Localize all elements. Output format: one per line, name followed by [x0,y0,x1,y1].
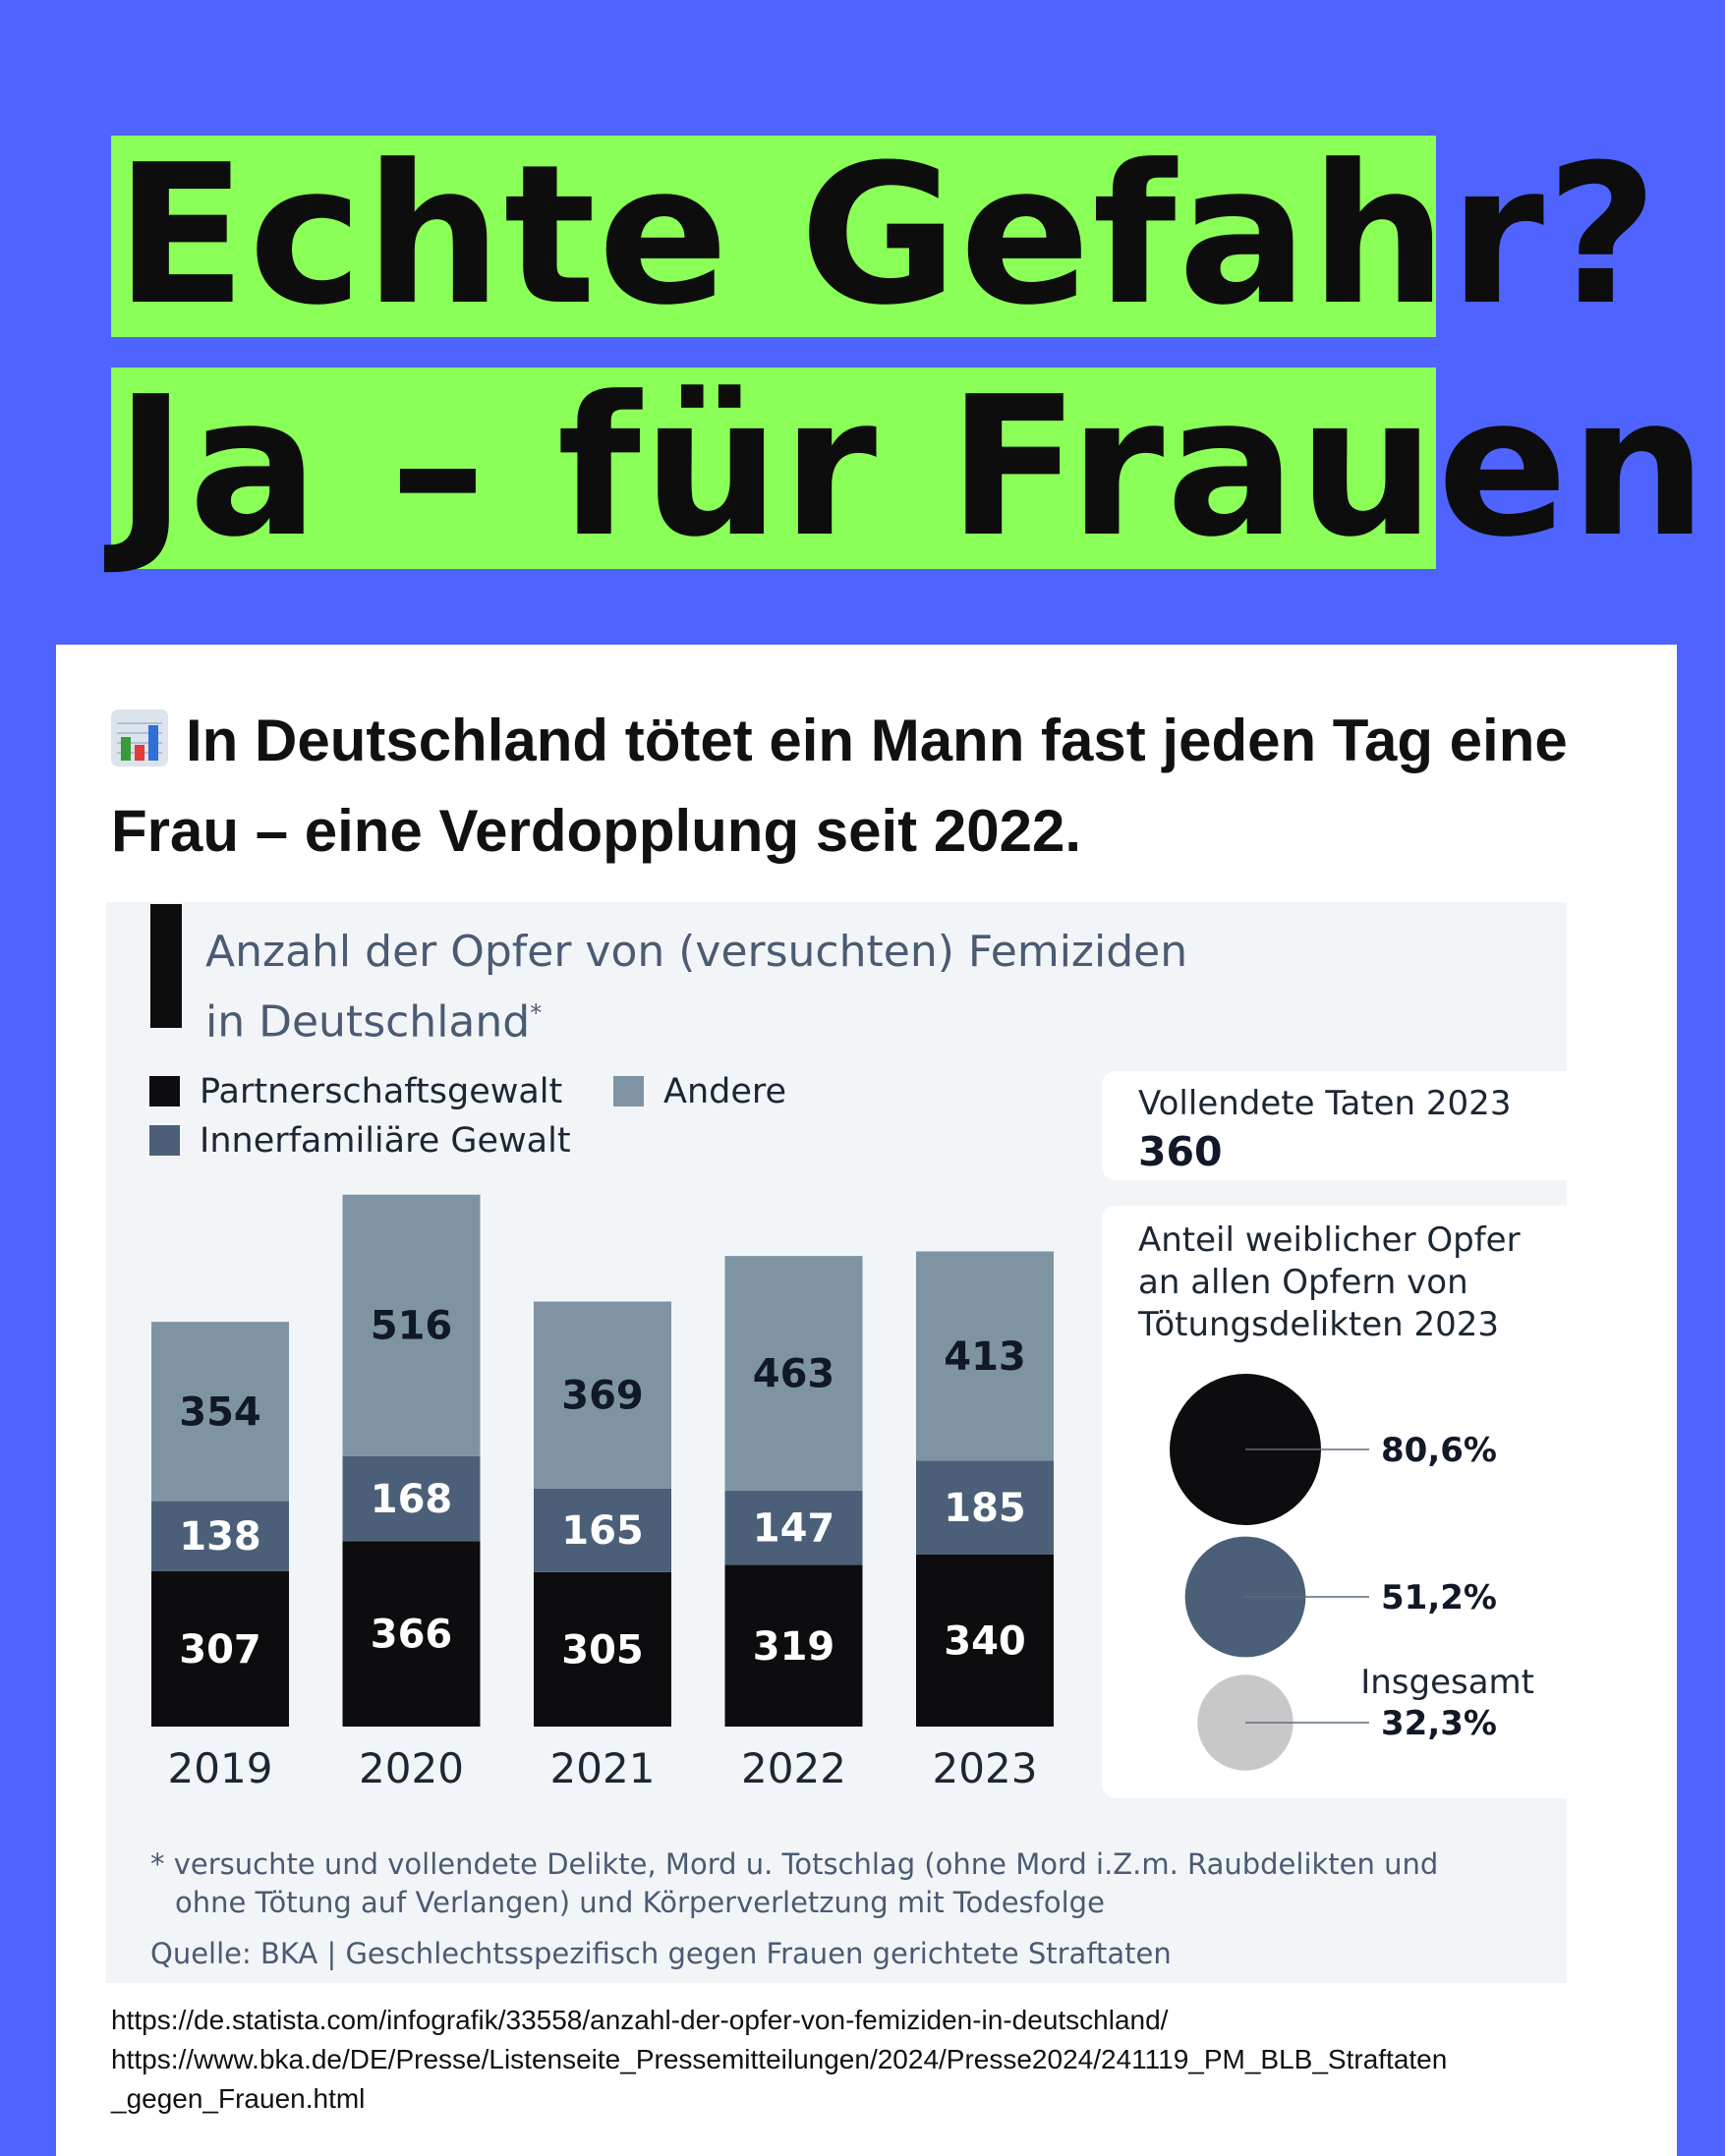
bar-segment-2021-3 [534,1301,671,1489]
stacked-bar-chart: 307 138 354 2019 366 168 516 2020 305 165 369 2021 3… [151,1194,1054,1792]
footnote: * versuchte und vollendete Delikte, Mord… [150,1845,1546,1922]
footnote-line-1: * versuchte und vollendete Delikte, Mord… [150,1847,1439,1881]
bar-segment-2019-1 [151,1570,289,1727]
source: Quelle: BKA | Geschlechtsspezifisch gege… [150,1937,1172,1970]
data-label-2019-2: 138 [179,1514,261,1560]
legend-swatch [149,1076,180,1106]
headline-text-1: Echte Gefahr? [115,124,1660,348]
chart-title: Anzahl der Opfer von (versuchten) Femizi… [205,922,1188,1053]
bar-segment-2023-3 [916,1251,1054,1461]
data-label-2022-1: 319 [753,1624,835,1670]
legend-item-partnerschaftsgewalt: Partnerschaftsgewalt [149,1069,562,1114]
data-label-2020-1: 366 [371,1613,453,1658]
link-bka-continued[interactable]: _gegen_Frauen.html [111,2083,366,2114]
x-tick-2019: 2019 [168,1744,273,1792]
bar-segment-2020-1 [342,1541,481,1727]
data-label-2023-1: 340 [944,1618,1026,1664]
share-label-3: Insgesamt [1360,1663,1534,1702]
x-tick-2023: 2023 [933,1744,1038,1792]
data-label-2019-3: 354 [179,1390,261,1435]
chart-title-line-2: in Deutschland [205,996,531,1048]
data-label-2021-3: 369 [561,1374,644,1419]
bar-chart-icon [111,709,168,766]
bar-segment-2022-3 [724,1256,863,1491]
completed-value: 360 [1138,1128,1223,1175]
data-label-2019-1: 307 [179,1627,261,1673]
data-label-2023-2: 185 [944,1486,1026,1531]
share-label-line-3: Tötungsdelikten 2023 [1138,1305,1500,1344]
data-label-2022-3: 463 [753,1351,835,1396]
completed-label: Vollendete Taten 2023 [1138,1084,1512,1123]
footnote-line-2: ohne Tötung auf Verlangen) und Körperver… [175,1886,1105,1919]
share-value-2: 51,2% [1381,1578,1497,1617]
data-label-2020-2: 168 [371,1477,453,1522]
data-label-2021-1: 305 [561,1627,644,1673]
source-links: https://de.statista.com/infografik/33558… [111,2001,1664,2119]
chart-title-marker: * [530,999,543,1027]
title-accent-bar [150,904,182,1028]
share-value-1: 80,6% [1381,1431,1497,1470]
bar-segment-2021-1 [534,1571,671,1727]
bar-segment-2023-2 [916,1460,1054,1555]
headline-line-1: Echte Gefahr? [111,124,1660,348]
bar-segment-2023-1 [916,1554,1054,1727]
legend-swatch [149,1125,180,1156]
legend-swatch [613,1076,644,1106]
x-tick-2021: 2021 [550,1744,656,1792]
legend-label: Andere [663,1072,787,1111]
bar-segment-2022-1 [724,1564,863,1727]
intro-text: In Deutschland tötet ein Mann fast jeden… [111,696,1644,877]
bar-segment-2020-2 [342,1455,481,1542]
chart-title-line-1: Anzahl der Opfer von (versuchten) Femizi… [205,927,1188,977]
share-value-3: 32,3% [1381,1704,1497,1743]
intro-sentence: In Deutschland tötet ein Mann fast jeden… [111,708,1568,864]
link-bka[interactable]: https://www.bka.de/DE/Presse/Listenseite… [111,2044,1448,2074]
link-statista[interactable]: https://de.statista.com/infografik/33558… [111,2005,1169,2035]
x-tick-2022: 2022 [741,1744,846,1792]
data-label-2020-3: 516 [371,1304,453,1349]
legend-label: Partnerschaftsgewalt [200,1072,563,1111]
data-label-2021-2: 165 [561,1508,644,1554]
x-tick-2020: 2020 [359,1744,464,1792]
share-label: Anteil weiblicher Opfer an allen Opfern … [1138,1220,1521,1346]
share-panel: Anteil weiblicher Opfer an allen Opfern … [1102,1206,1567,1798]
bar-segment-2019-3 [151,1322,289,1502]
bar-segment-2022-2 [724,1490,863,1565]
infographic: Anzahl der Opfer von (versuchten) Femizi… [106,902,1567,1983]
data-label-2023-3: 413 [944,1334,1026,1380]
completed-panel: Vollendete Taten 2023 360 [1102,1071,1567,1180]
legend-item-andere: Andere [613,1069,786,1114]
bar-segment-2020-3 [342,1194,481,1456]
headline-text-2: Ja – für Frauen [115,356,1709,580]
share-label-line-1: Anteil weiblicher Opfer [1138,1220,1521,1260]
bar-segment-2019-2 [151,1501,289,1571]
data-label-2022-2: 147 [753,1506,835,1552]
headline-line-2: Ja – für Frauen [111,356,1709,580]
bar-segment-2021-2 [534,1488,671,1572]
legend-item-innerfamiliaere-gewalt: Innerfamiliäre Gewalt [149,1118,571,1163]
content-card: In Deutschland tötet ein Mann fast jeden… [56,645,1677,2156]
share-label-line-2: an allen Opfern von [1138,1263,1468,1302]
legend-label: Innerfamiliäre Gewalt [200,1121,571,1161]
share-bubbles: 80,6% 51,2% 32,3%Insgesamt [1170,1374,1534,1771]
